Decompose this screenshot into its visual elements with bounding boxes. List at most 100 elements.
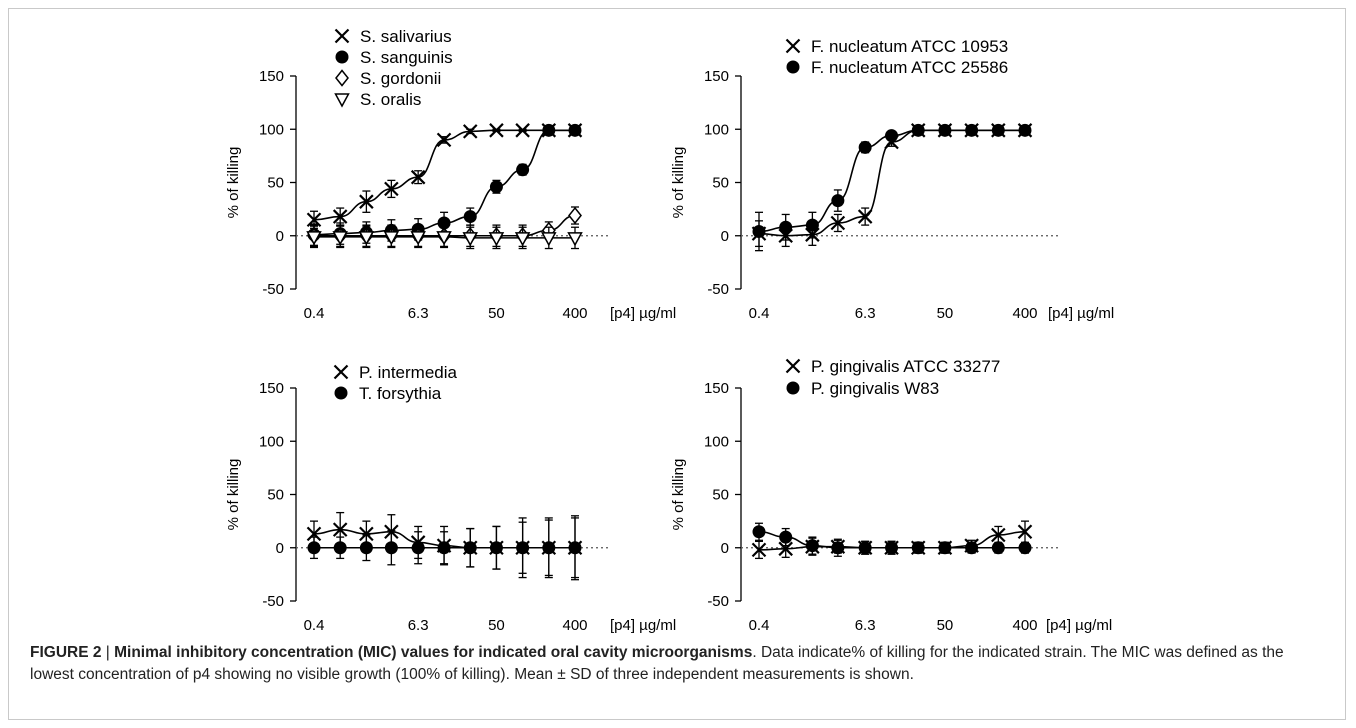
legend-label: F. nucleatum ATCC 10953 — [811, 37, 1008, 56]
data-point — [1018, 123, 1032, 137]
y-tick-label: 50 — [267, 175, 284, 192]
figure-caption: FIGURE 2 | Minimal inhibitory concentrat… — [30, 642, 1330, 686]
legend-marker-b — [785, 38, 801, 54]
caption-label: FIGURE 2 — [30, 644, 102, 661]
data-point — [805, 218, 819, 232]
data-point — [779, 530, 793, 544]
x-axis-label: [p4] µg/ml — [610, 305, 676, 322]
data-point-b — [332, 522, 348, 537]
data-point — [938, 541, 952, 555]
y-tick-label: 100 — [259, 121, 284, 138]
data-point — [463, 541, 477, 555]
data-point-b — [332, 209, 348, 224]
x-tick-label: 0.4 — [749, 617, 770, 634]
data-point — [752, 224, 766, 238]
y-axis-label: % of killing — [225, 459, 242, 531]
data-point — [383, 231, 400, 246]
y-tick-label: 50 — [712, 487, 729, 504]
legend-marker-b — [785, 358, 801, 374]
x-tick-label: 6.3 — [855, 617, 876, 634]
x-tick-label: 6.3 — [408, 617, 429, 634]
legend-marker — [335, 50, 349, 64]
data-point — [306, 231, 322, 246]
x-tick-label: 50 — [937, 305, 954, 322]
legend-label: S. gordonii — [360, 69, 441, 88]
data-point — [332, 231, 348, 246]
x-tick-label: 6.3 — [408, 305, 429, 322]
data-point — [463, 210, 477, 224]
data-point — [752, 525, 766, 539]
data-point-b — [489, 123, 504, 138]
x-tick-label: 50 — [937, 617, 954, 634]
data-point — [805, 539, 819, 553]
data-point-b — [359, 194, 374, 209]
data-point — [831, 541, 845, 555]
x-axis-label: [p4] µg/ml — [1048, 305, 1114, 322]
chart-panel-3: -50 0 50 100 150 % of killing 0.4 6.3 50 400 [p4] … — [225, 363, 676, 634]
data-point — [384, 541, 398, 555]
data-point — [567, 232, 583, 247]
y-tick-label: -50 — [262, 593, 284, 610]
data-point-b — [1017, 524, 1033, 540]
legend-label: P. intermedia — [359, 363, 458, 382]
y-tick-label: -50 — [262, 281, 284, 298]
data-point-b — [991, 527, 1006, 543]
x-tick-label: 0.4 — [304, 617, 325, 634]
chart-panel-4: -50 0 50 100 150 % of killing 0.4 6.3 50 400 [p4] … — [670, 357, 1112, 634]
data-point — [514, 232, 531, 247]
data-point — [858, 541, 872, 555]
legend-marker-b — [333, 364, 349, 380]
legend-label: T. forsythia — [359, 384, 442, 403]
caption-separator: | — [101, 644, 115, 661]
data-point — [568, 206, 582, 225]
y-tick-label: 150 — [704, 68, 729, 85]
data-point — [410, 231, 426, 246]
y-tick-label: 0 — [721, 228, 729, 245]
legend-label: S. oralis — [360, 90, 421, 109]
data-point — [516, 541, 530, 555]
data-point — [358, 231, 375, 246]
y-tick-label: 150 — [259, 68, 284, 85]
data-point-b — [436, 132, 452, 148]
data-point — [489, 180, 503, 194]
data-point — [991, 123, 1005, 137]
legend-label: P. gingivalis ATCC 33277 — [811, 357, 1000, 376]
y-axis-label: % of killing — [670, 147, 687, 219]
legend-marker — [334, 386, 348, 400]
data-point-b — [306, 526, 322, 542]
legend-marker — [335, 69, 349, 87]
data-point — [542, 541, 556, 555]
legend-label: S. salivarius — [360, 27, 452, 46]
data-point — [965, 541, 979, 555]
y-tick-label: 50 — [712, 175, 729, 192]
data-point — [568, 541, 582, 555]
data-point — [885, 541, 899, 555]
series-4 — [306, 225, 583, 250]
y-tick-label: 100 — [704, 433, 729, 450]
data-point — [436, 231, 452, 246]
caption-title: Minimal inhibitory concentration (MIC) v… — [114, 644, 753, 661]
data-point-b — [306, 212, 322, 228]
x-tick-label: 400 — [562, 305, 587, 322]
data-point-b — [857, 209, 873, 224]
series-2 — [307, 517, 582, 579]
legend-label: S. sanguinis — [360, 48, 453, 67]
series-2 — [752, 123, 1032, 252]
data-point — [911, 541, 925, 555]
series-2 — [752, 522, 1032, 557]
data-point — [516, 163, 530, 177]
data-point — [991, 541, 1005, 555]
data-point — [858, 140, 872, 154]
x-tick-label: 6.3 — [855, 305, 876, 322]
data-point — [437, 541, 451, 555]
y-tick-label: -50 — [707, 593, 729, 610]
data-point — [779, 220, 793, 234]
x-tick-label: 50 — [488, 305, 505, 322]
y-tick-label: 0 — [276, 540, 284, 557]
data-point — [911, 123, 925, 137]
figure-frame — [8, 8, 1346, 720]
x-tick-label: 0.4 — [749, 305, 770, 322]
data-point — [831, 194, 845, 208]
x-tick-label: 0.4 — [304, 305, 325, 322]
y-tick-label: 100 — [704, 121, 729, 138]
